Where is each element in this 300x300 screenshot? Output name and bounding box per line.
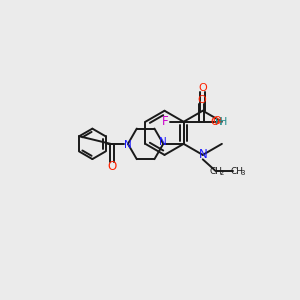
Text: H: H [215, 117, 223, 127]
Text: F: F [161, 115, 168, 128]
Text: N: N [124, 140, 132, 150]
Text: H: H [218, 117, 227, 127]
Text: O: O [198, 83, 207, 93]
Text: O: O [107, 160, 117, 173]
Text: N: N [159, 137, 167, 147]
Text: O: O [210, 117, 219, 127]
Text: O: O [212, 116, 221, 126]
Text: 2: 2 [219, 169, 224, 175]
Text: CH: CH [209, 167, 222, 176]
Text: 3: 3 [241, 169, 245, 175]
Text: O: O [197, 95, 206, 105]
Text: CH: CH [231, 167, 244, 176]
Text: N: N [198, 148, 207, 161]
